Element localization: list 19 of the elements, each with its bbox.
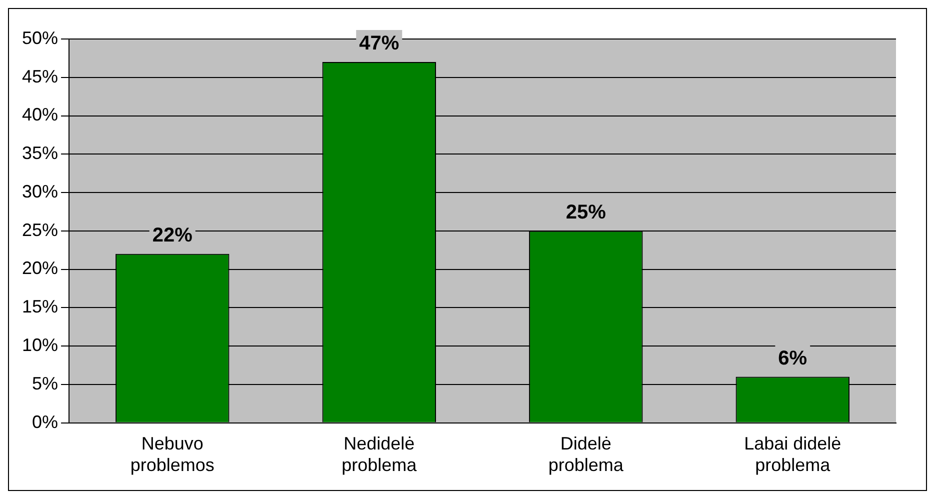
data-label: 6%: [778, 347, 808, 370]
y-tick-label: 0%: [32, 412, 58, 432]
y-tick-label: 5%: [32, 373, 58, 394]
y-tick-label: 25%: [22, 220, 58, 240]
y-tick-label: 10%: [22, 335, 58, 356]
y-tick-label: 40%: [22, 104, 58, 125]
y-tick-label: 15%: [22, 296, 58, 317]
x-tick-label: Labai didelė problema: [744, 434, 842, 476]
data-label: 22%: [152, 224, 193, 246]
data-label: 25%: [566, 201, 606, 224]
y-tick-label: 20%: [22, 258, 58, 278]
x-tick-label: Nedidelė problema: [342, 434, 418, 476]
x-tick-label: Didelė problema: [548, 434, 624, 476]
y-tick-label: 35%: [22, 143, 58, 164]
y-tick-label: 45%: [22, 66, 58, 86]
x-tick-label: Nebuvo problemos: [130, 434, 214, 476]
y-tick-label: 50%: [22, 28, 58, 48]
data-label: 47%: [359, 32, 400, 55]
y-tick-label: 30%: [22, 181, 58, 202]
